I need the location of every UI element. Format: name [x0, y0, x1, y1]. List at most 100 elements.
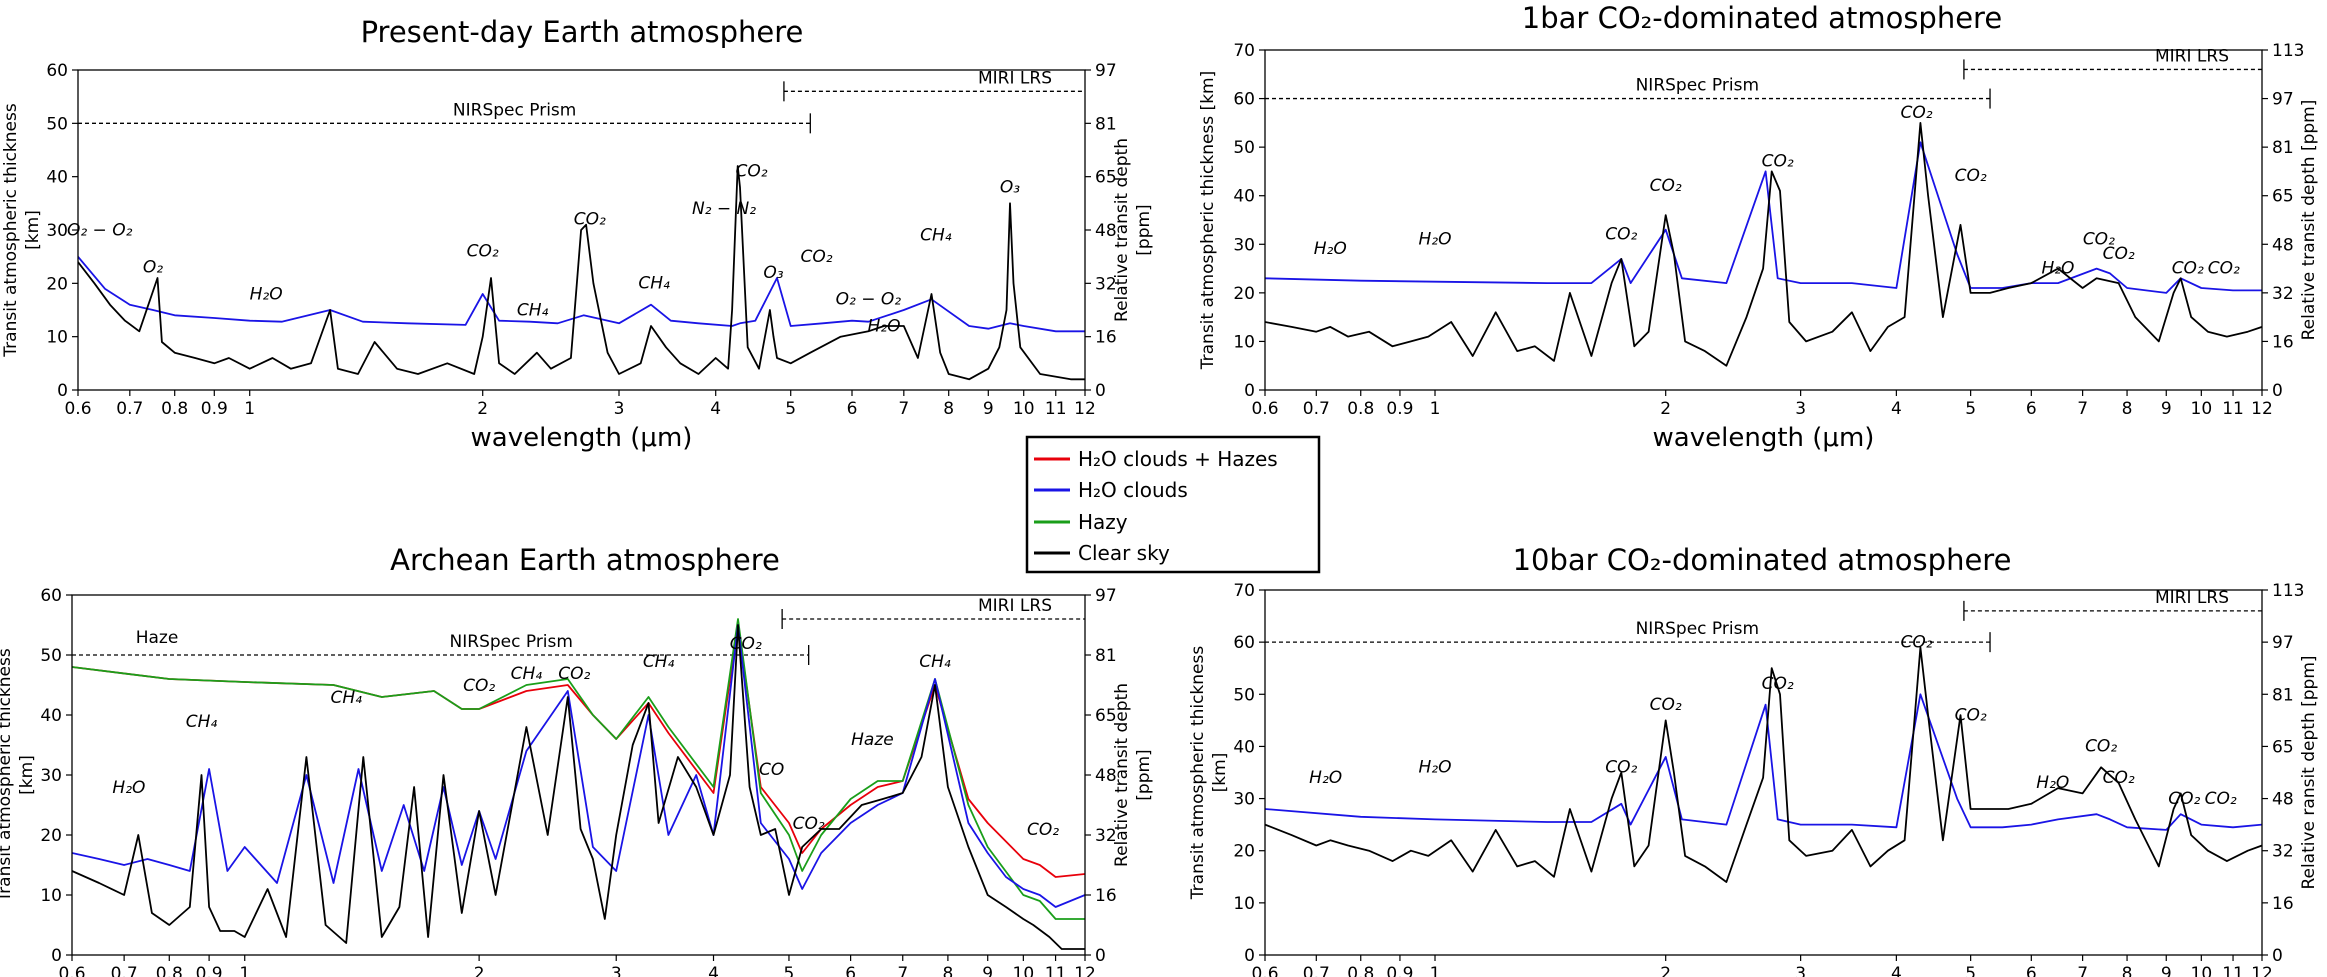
annotation-label: CH₄ [643, 652, 675, 672]
annotation-label: CO₂ [2208, 258, 2240, 278]
y-axis-label: Transit atmospheric thickness [0, 648, 15, 903]
annotation-label: O₂ − O₂ [836, 290, 902, 310]
y-tick-label: 50 [1233, 685, 1255, 705]
annotation-label: H₂O [2036, 773, 2069, 793]
x-tick-label: 0.7 [111, 964, 138, 977]
y-tick-label: 50 [40, 646, 62, 666]
y2-tick-label: 113 [2272, 581, 2304, 601]
annotation-label: CH₄ [919, 652, 951, 672]
annotation-label: CH₄ [638, 274, 670, 294]
y-axis-label: Transit atmospheric thickness [km] [1198, 71, 1218, 370]
series-line [78, 165, 1085, 381]
annotation-label: CO₂ [801, 247, 833, 267]
y2-axis-label: [ppm] [1134, 204, 1154, 255]
x-tick-label: 0.8 [1347, 399, 1374, 419]
x-tick-label: 7 [898, 399, 909, 419]
x-tick-label: 10 [2191, 964, 2213, 977]
annotation-label: CO₂ [2205, 789, 2237, 809]
x-tick-label: 0.6 [1251, 399, 1278, 419]
x-tick-label: 0.9 [201, 399, 228, 419]
y2-tick-label: 97 [1095, 586, 1117, 606]
y-tick-label: 10 [1233, 894, 1255, 914]
x-tick-label: 3 [614, 399, 625, 419]
x-tick-label: 7 [897, 964, 908, 977]
x-tick-label: 0.8 [1347, 964, 1374, 977]
x-axis-label: wavelength (μm) [1653, 423, 1875, 453]
annotation-label: CO₂ [2083, 229, 2115, 249]
x-tick-label: 8 [2122, 399, 2133, 419]
y-tick-label: 10 [1233, 332, 1255, 352]
series-line [1265, 646, 2262, 883]
annotation-label: O₃ [1000, 178, 1020, 198]
legend-entry: H₂O clouds [1034, 478, 1188, 502]
x-tick-label: 0.7 [1303, 964, 1330, 977]
y-tick-label: 50 [46, 114, 68, 134]
annotation-label: CH₄ [186, 712, 218, 732]
x-tick-label: 9 [982, 964, 993, 977]
instrument-label: Haze [136, 628, 179, 648]
x-tick-label: 6 [845, 964, 856, 977]
legend-entry: Clear sky [1034, 541, 1170, 565]
x-tick-label: 6 [2026, 964, 2037, 977]
x-tick-label: 9 [2161, 964, 2172, 977]
y-tick-label: 60 [40, 586, 62, 606]
chart-title: 10bar CO₂-dominated atmosphere [1513, 543, 2012, 577]
y2-axis-label: Relative transit depth [1112, 683, 1132, 867]
y-tick-label: 60 [46, 61, 68, 81]
x-tick-label: 4 [1891, 964, 1902, 977]
plot-area [72, 618, 1085, 950]
annotation-label: CO₂ [1027, 820, 1059, 840]
x-tick-label: 10 [2191, 399, 2213, 419]
chart-archean-earth: Archean Earth atmosphere Haze NIRSpec Pris… [0, 543, 1154, 977]
x-tick-label: 12 [1074, 399, 1096, 419]
y2-tick-label: 16 [2272, 332, 2294, 352]
y2-tick-label: 32 [1095, 826, 1117, 846]
y2-tick-label: 48 [1095, 766, 1117, 786]
y2-tick-label: 48 [1095, 221, 1117, 241]
y2-tick-label: 0 [1095, 381, 1106, 401]
series-line [72, 624, 1085, 908]
chart-co2-1bar: 1bar CO₂-dominated atmosphere NIRSpec Pri… [1198, 1, 2319, 453]
y-axis-label: [km] [23, 210, 43, 250]
annotation-label: CO₂ [1650, 176, 1682, 196]
legend-label: Hazy [1078, 510, 1128, 534]
annotation-label: H₂O [868, 316, 901, 336]
x-tick-label: 12 [1074, 964, 1096, 977]
annotation-label: H₂O [1419, 758, 1452, 778]
plot-area [1265, 646, 2262, 883]
instrument-label: MIRI LRS [2155, 588, 2229, 608]
plot-frame [1264, 589, 2263, 956]
x-tick-label: 0.6 [58, 964, 85, 977]
y2-tick-label: 81 [2272, 138, 2294, 158]
annotation-label: CO₂ [2085, 737, 2117, 757]
y2-tick-label: 48 [2272, 790, 2294, 810]
y2-axis-label: Relative transit depth [ppm] [2299, 100, 2319, 341]
y2-tick-label: 48 [2272, 235, 2294, 255]
annotation-label: H₂O [112, 778, 145, 798]
y2-tick-label: 0 [2272, 946, 2283, 966]
annotation-label: N₂ − N₂ [692, 199, 756, 219]
y2-tick-label: 32 [2272, 284, 2294, 304]
legend-entry: H₂O clouds + Hazes [1034, 447, 1278, 471]
annotation-label: CH₄ [330, 688, 362, 708]
annotation-label: CH₄ [511, 664, 543, 684]
annotation-label: Haze [851, 730, 894, 750]
series-line [78, 256, 1085, 333]
chart-present-earth: Present-day Earth atmosphere NIRSpec Pris… [1, 15, 1154, 453]
annotation-label: CO₂ [467, 242, 499, 262]
x-tick-label: 3 [1795, 399, 1806, 419]
y-tick-label: 30 [46, 221, 68, 241]
x-tick-label: 5 [1965, 964, 1976, 977]
x-tick-label: 1 [1430, 399, 1441, 419]
series-line [72, 618, 1085, 920]
x-tick-label: 4 [1891, 399, 1902, 419]
x-tick-label: 7 [2077, 964, 2088, 977]
y2-tick-label: 81 [1095, 646, 1117, 666]
plot-frame [71, 594, 1086, 956]
annotation-label: CO₂ [1955, 166, 1987, 186]
annotation-label: CO₂ [2103, 768, 2135, 788]
y2-axis-label: Relative ransit depth [ppm] [2299, 655, 2319, 889]
x-tick-label: 2 [1660, 399, 1671, 419]
x-tick-label: 9 [983, 399, 994, 419]
